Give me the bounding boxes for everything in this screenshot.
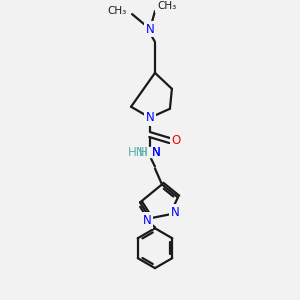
Text: O: O (171, 134, 181, 147)
Text: N: N (152, 146, 161, 159)
Text: CH₃: CH₃ (157, 1, 176, 11)
Text: CH₃: CH₃ (108, 6, 127, 16)
Text: N: N (170, 206, 179, 219)
Text: HN: HN (128, 146, 145, 159)
Text: H: H (139, 146, 148, 159)
Text: N: N (142, 214, 152, 227)
Text: N: N (152, 146, 161, 159)
Text: H: H (139, 146, 148, 159)
Text: N: N (146, 22, 154, 35)
Text: N: N (146, 111, 154, 124)
